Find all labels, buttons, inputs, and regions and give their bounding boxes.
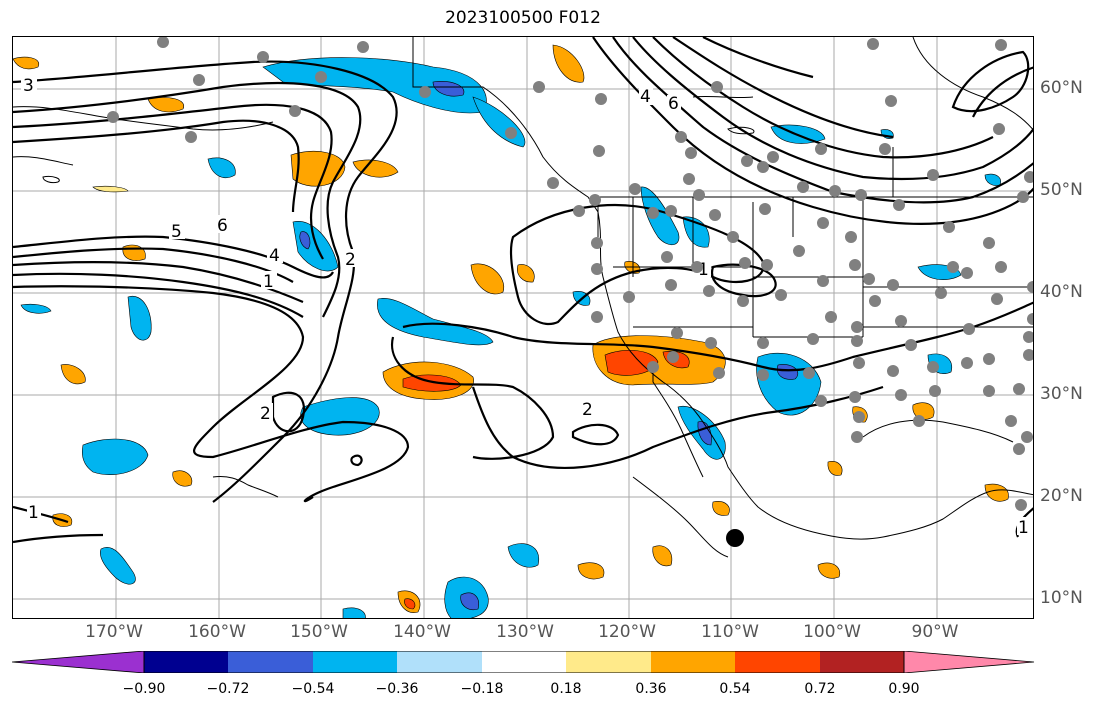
colorbar-segment xyxy=(903,651,1035,673)
colorbar-segment xyxy=(397,651,482,673)
lon-label: 130°W xyxy=(496,622,554,642)
lon-label: 100°W xyxy=(803,622,861,642)
lat-label: 30°N xyxy=(1040,384,1083,404)
contour-label: 1 xyxy=(1018,518,1029,538)
colorbar-segment xyxy=(735,651,820,673)
lon-label: 150°W xyxy=(290,622,348,642)
lat-label: 40°N xyxy=(1040,282,1083,302)
station-markers xyxy=(107,37,1033,511)
colorbar-segment xyxy=(144,651,228,673)
colorbar-segment xyxy=(820,651,904,673)
contour-label: 4 xyxy=(269,246,280,266)
colorbar-segment xyxy=(313,651,397,673)
lat-label: 60°N xyxy=(1040,78,1083,98)
lat-label: 10°N xyxy=(1040,588,1083,608)
lon-label: 110°W xyxy=(701,622,759,642)
contours xyxy=(13,37,1033,544)
lat-label: 20°N xyxy=(1040,486,1083,506)
contour-label: 2 xyxy=(582,400,593,420)
colorbar-segment xyxy=(228,651,313,673)
graticule xyxy=(13,37,1033,618)
contour-label: 2 xyxy=(260,404,271,424)
contour-label: 1 xyxy=(28,503,39,523)
lon-label: 140°W xyxy=(393,622,451,642)
colorbar-segment xyxy=(482,651,566,673)
contour-label: 3 xyxy=(23,76,34,96)
lon-label: 90°W xyxy=(911,622,959,642)
contour-label: 4 xyxy=(640,87,651,107)
map-panel: 3 5 6 4 1 2 4 6 1 2 2 1 1 xyxy=(12,36,1034,619)
storm-marker xyxy=(726,529,744,547)
contour-label: 2 xyxy=(345,250,356,270)
colorbar-tick-label: −0.54 xyxy=(291,681,335,697)
colorbar-tick-label: 0.54 xyxy=(719,681,751,697)
colorbar-tick-label: 0.90 xyxy=(888,681,920,697)
colorbar-tick-label: −0.36 xyxy=(375,681,419,697)
map-title: 2023100500 F012 xyxy=(445,8,601,28)
colorbar-tick-label: −0.90 xyxy=(122,681,166,697)
colorbar-segment xyxy=(566,651,651,673)
contour-label: 6 xyxy=(668,94,679,114)
contour-labels: 3 5 6 4 1 2 4 6 1 2 2 1 1 xyxy=(21,75,1031,538)
colorbar-tick-label: −0.72 xyxy=(206,681,250,697)
lon-label: 160°W xyxy=(188,622,246,642)
lon-label: 170°W xyxy=(85,622,143,642)
colorbar-tick-label: 0.72 xyxy=(804,681,836,697)
lat-label: 50°N xyxy=(1040,180,1083,200)
lon-label: 120°W xyxy=(598,622,656,642)
colorbar-tick-label: 0.36 xyxy=(635,681,667,697)
colorbar-segment xyxy=(651,651,735,673)
contour-label: 1 xyxy=(698,260,709,280)
contour-label: 5 xyxy=(171,222,182,242)
contour-label: 1 xyxy=(263,272,274,292)
map-canvas: 3 5 6 4 1 2 4 6 1 2 2 1 1 xyxy=(13,37,1033,618)
colorbar-tick-label: 0.18 xyxy=(550,681,582,697)
contour-label: 6 xyxy=(217,216,228,236)
colorbar-tick-label: −0.18 xyxy=(460,681,504,697)
colorbar xyxy=(12,651,1035,673)
colorbar-segment xyxy=(12,651,145,673)
